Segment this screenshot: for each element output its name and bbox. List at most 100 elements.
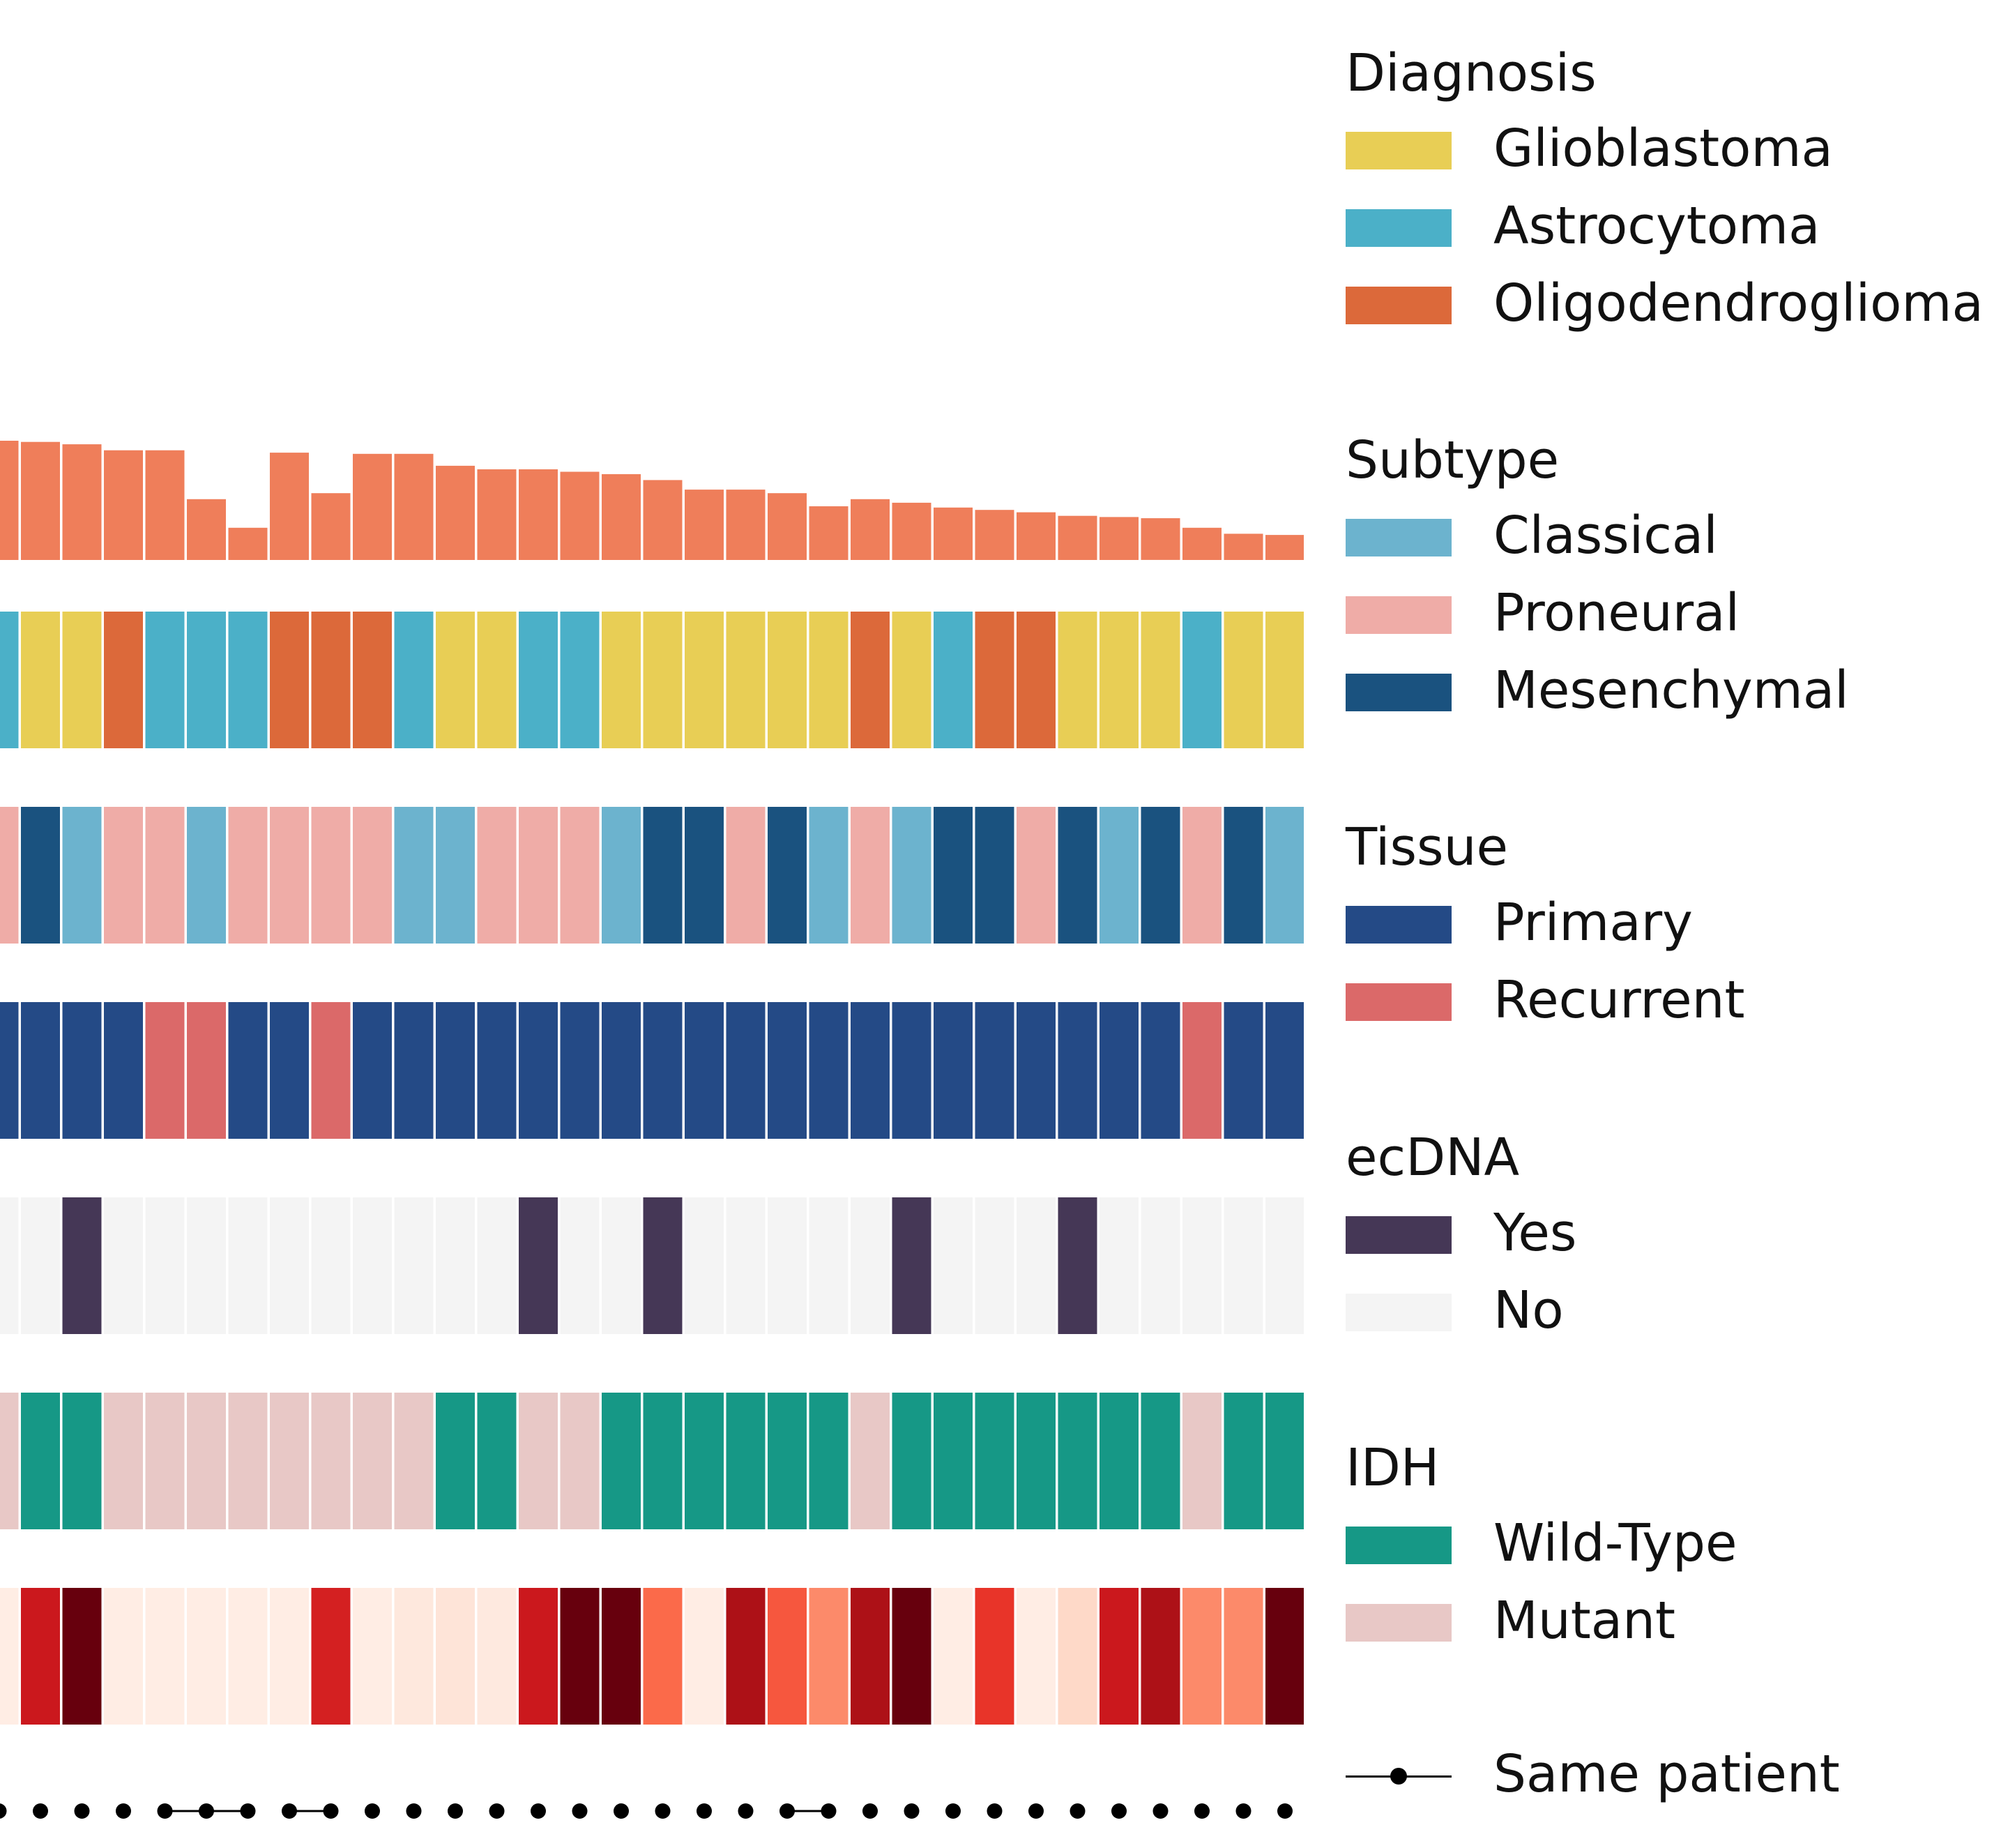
track-subtype-cell-11: [436, 807, 475, 944]
track-diagnosis-cell-3: [104, 612, 143, 748]
track-tissue-cell-22: [892, 1002, 931, 1139]
track-diagnosis-cell-19: [768, 612, 807, 748]
bar-24: [975, 510, 1014, 560]
oncoprint-chart: [0, 441, 1304, 1819]
patient-dot-13: [531, 1803, 546, 1819]
bar-15: [602, 474, 641, 560]
track-subtype-cell-6: [228, 807, 268, 944]
track-score-cell-1: [21, 1588, 60, 1725]
track-ecdna-cell-26: [1058, 1197, 1097, 1334]
track-diagnosis-cell-6: [228, 612, 268, 748]
track-ecdna-cell-11: [436, 1197, 475, 1334]
track-tissue-cell-21: [851, 1002, 890, 1139]
track-tissue-cell-23: [934, 1002, 973, 1139]
bar-30: [1224, 533, 1263, 560]
track-idh-cell-18: [726, 1393, 766, 1529]
track-idh-cell-1: [21, 1393, 60, 1529]
track-idh-cell-25: [1017, 1393, 1056, 1529]
track-subtype-cell-16: [643, 807, 683, 944]
track-score-cell-31: [1265, 1588, 1304, 1725]
track-subtype-cell-29: [1182, 807, 1222, 944]
track-score-cell-14: [560, 1588, 600, 1725]
track-subtype-cell-28: [1141, 807, 1180, 944]
track-idh-cell-11: [436, 1393, 475, 1529]
bar-21: [851, 499, 890, 560]
track-ecdna-cell-18: [726, 1197, 766, 1334]
track-score-cell-16: [643, 1588, 683, 1725]
track-diagnosis-cell-31: [1265, 612, 1304, 748]
bar-7: [270, 453, 309, 560]
track-ecdna-cell-8: [311, 1197, 351, 1334]
patient-dot-25: [1028, 1803, 1044, 1819]
track-idh-cell-14: [560, 1393, 600, 1529]
patient-dot-26: [1070, 1803, 1086, 1819]
track-idh-cell-29: [1182, 1393, 1222, 1529]
bar-11: [436, 465, 475, 560]
track-idh-cell-7: [270, 1393, 309, 1529]
bar-2: [62, 444, 102, 560]
track-diagnosis-cell-23: [934, 612, 973, 748]
bar-8: [311, 493, 351, 560]
bar-9: [353, 453, 392, 560]
patient-dot-28: [1152, 1803, 1169, 1819]
track-subtype-cell-21: [851, 807, 890, 944]
legend-swatch: [1346, 1216, 1452, 1254]
track-idh-cell-19: [768, 1393, 807, 1529]
track-tissue-cell-24: [975, 1002, 1014, 1139]
track-score-cell-23: [934, 1588, 973, 1725]
patient-dot-8: [323, 1803, 339, 1819]
track-score-cell-2: [62, 1588, 102, 1725]
track-subtype-cell-24: [975, 807, 1014, 944]
bar-6: [228, 527, 268, 560]
patient-dot-17: [697, 1803, 712, 1819]
track-subtype-cell-25: [1017, 807, 1056, 944]
track-tissue-cell-4: [145, 1002, 185, 1139]
bar-22: [892, 502, 931, 560]
patient-dot-16: [655, 1803, 671, 1819]
legend-swatch: [1346, 132, 1452, 169]
track-idh-cell-13: [519, 1393, 558, 1529]
bar-20: [809, 506, 849, 560]
patient-dot-24: [987, 1803, 1003, 1819]
track-ecdna-cell-9: [353, 1197, 392, 1334]
legend-title-tissue: Tissue: [1346, 817, 1509, 877]
track-diagnosis-cell-17: [685, 612, 724, 748]
bar-18: [726, 490, 766, 560]
track-subtype-cell-2: [62, 807, 102, 944]
legend-swatch: [1346, 1294, 1452, 1331]
track-diagnosis-cell-21: [851, 612, 890, 748]
track-diagnosis-cell-5: [187, 612, 226, 748]
patient-dot-21: [862, 1803, 878, 1819]
track-idh-cell-5: [187, 1393, 226, 1529]
patient-dot-15: [614, 1803, 629, 1819]
track-diagnosis-cell-30: [1224, 612, 1263, 748]
track-ecdna-cell-1: [21, 1197, 60, 1334]
track-tissue-cell-25: [1017, 1002, 1056, 1139]
track-diagnosis-cell-26: [1058, 612, 1097, 748]
patient-dot-10: [406, 1803, 422, 1819]
track-ecdna-cell-22: [892, 1197, 931, 1334]
track-diagnosis-cell-15: [602, 612, 641, 748]
track-score-cell-5: [187, 1588, 226, 1725]
track-idh-cell-8: [311, 1393, 351, 1529]
track-idh-cell-28: [1141, 1393, 1180, 1529]
track-subtype-cell-0: [0, 807, 19, 944]
track-subtype-cell-22: [892, 807, 931, 944]
track-idh-cell-22: [892, 1393, 931, 1529]
track-score-cell-10: [394, 1588, 434, 1725]
track-score-cell-21: [851, 1588, 890, 1725]
track-score-cell-30: [1224, 1588, 1263, 1725]
track-diagnosis-cell-8: [311, 612, 351, 748]
track-tissue-cell-8: [311, 1002, 351, 1139]
legend-label: No: [1493, 1280, 1564, 1340]
track-subtype-cell-27: [1100, 807, 1139, 944]
track-ecdna-cell-23: [934, 1197, 973, 1334]
track-ecdna-cell-27: [1100, 1197, 1139, 1334]
track-score-cell-25: [1017, 1588, 1056, 1725]
track-ecdna-cell-0: [0, 1197, 19, 1334]
legend-label: Astrocytoma: [1493, 196, 1820, 256]
track-score-cell-4: [145, 1588, 185, 1725]
track-idh-cell-30: [1224, 1393, 1263, 1529]
legend-title-idh: IDH: [1346, 1438, 1440, 1498]
track-diagnosis-cell-2: [62, 612, 102, 748]
